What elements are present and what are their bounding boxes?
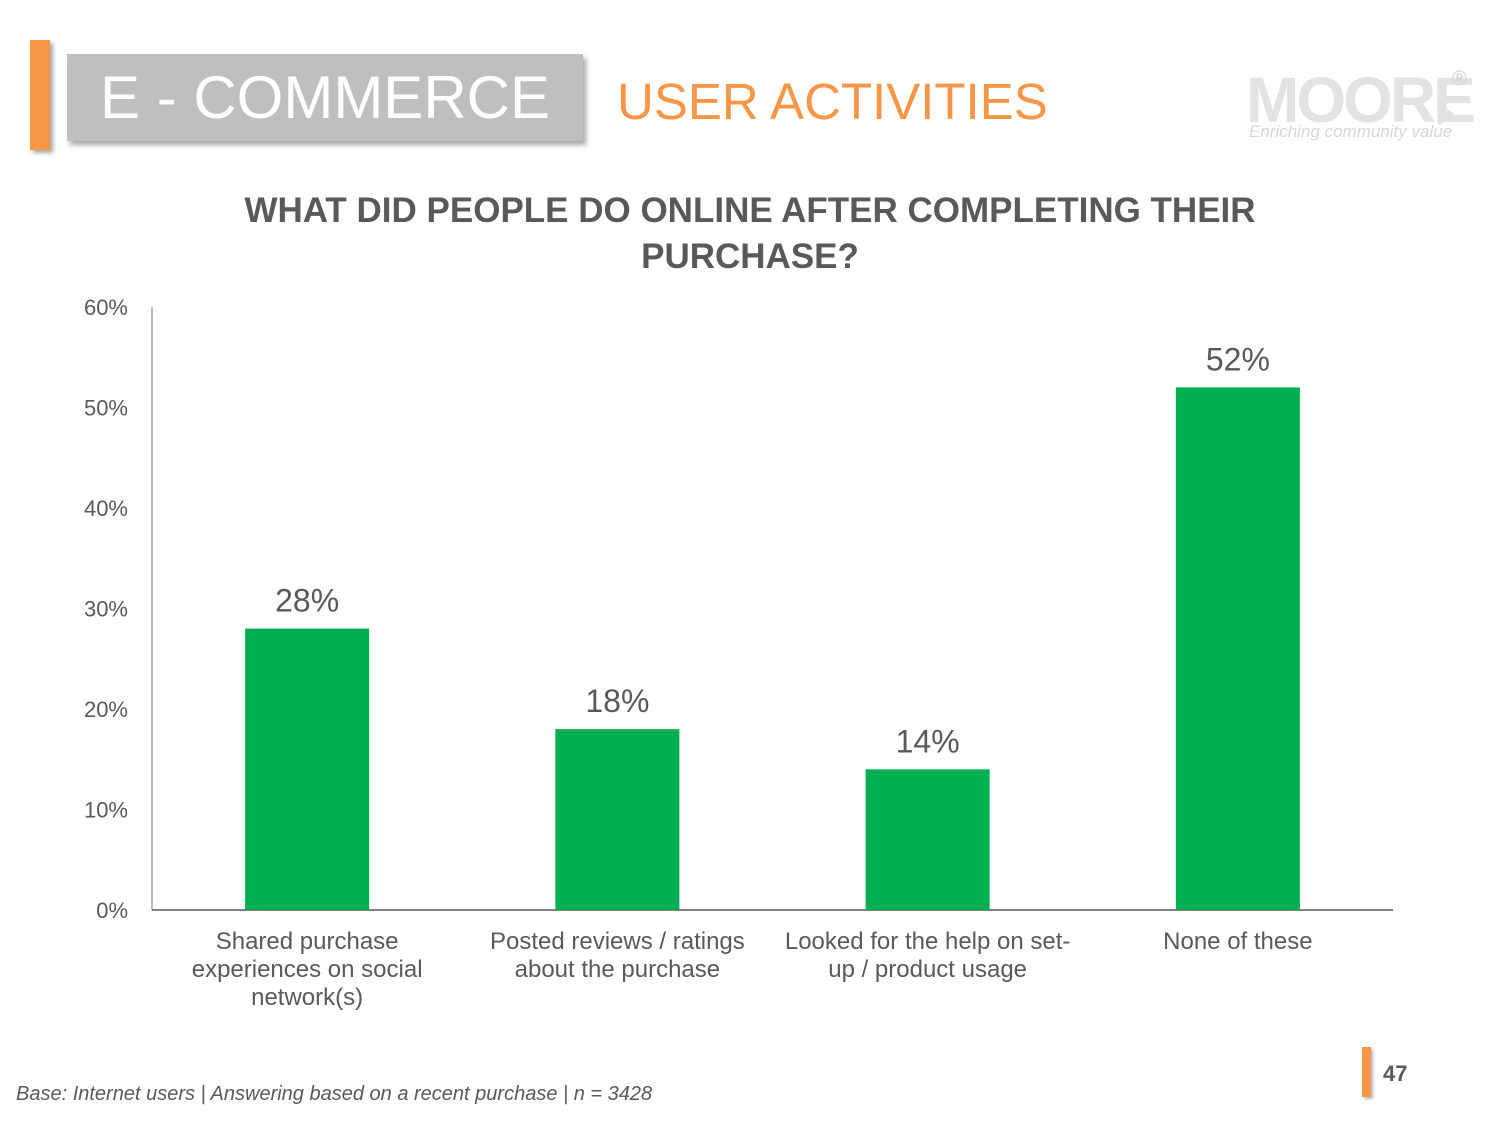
data-label: 14% bbox=[896, 723, 960, 759]
logo-arrow-icon bbox=[1438, 102, 1454, 126]
y-tick-label: 30% bbox=[84, 597, 128, 622]
y-tick-label: 0% bbox=[96, 898, 128, 923]
x-category-label-line: about the purchase bbox=[515, 956, 721, 983]
y-tick-label: 20% bbox=[84, 697, 128, 722]
x-category-label: Shared purchase experiences on social netw… bbox=[192, 928, 423, 1011]
data-label: 52% bbox=[1206, 341, 1270, 377]
moore-logo: MOORE ® Enriching community value bbox=[1246, 68, 1476, 148]
slide-subtitle: USER ACTIVITIES bbox=[617, 73, 1048, 130]
bar bbox=[245, 628, 370, 910]
data-label: 28% bbox=[275, 583, 339, 619]
x-category-label: Looked for the help on set-up / product … bbox=[785, 928, 1071, 983]
logo-tagline: Enriching community value bbox=[1249, 122, 1453, 141]
x-category-label-line: experiences on social bbox=[192, 956, 423, 983]
section-label: E - COMMERCE bbox=[67, 54, 583, 141]
page-number-accent bbox=[1362, 1047, 1371, 1097]
x-category-label-line: network(s) bbox=[251, 984, 363, 1011]
page-number: 47 bbox=[1383, 1061, 1408, 1086]
bar bbox=[1175, 387, 1300, 910]
y-tick-label: 50% bbox=[84, 396, 128, 421]
bar bbox=[555, 729, 680, 910]
data-label: 18% bbox=[585, 683, 649, 719]
base-footnote: Base: Internet users | Answering based o… bbox=[16, 1083, 653, 1105]
x-category-label-line: Looked for the help on set- bbox=[785, 928, 1071, 955]
chart-title: WHAT DID PEOPLE DO ONLINE AFTER COMPLETI… bbox=[244, 191, 1256, 276]
y-tick-label: 40% bbox=[84, 496, 128, 521]
registered-mark: ® bbox=[1452, 68, 1467, 90]
x-category-label-line: None of these bbox=[1163, 928, 1312, 955]
y-tick-label: 60% bbox=[84, 295, 128, 320]
x-category-label-line: Shared purchase bbox=[216, 928, 399, 955]
x-category-label-line: up / product usage bbox=[828, 956, 1027, 983]
x-category-label: Posted reviews / ratings about the purcha… bbox=[490, 928, 745, 983]
x-category-label-line: Posted reviews / ratings bbox=[490, 928, 745, 955]
header-accent-bar bbox=[30, 40, 50, 150]
bar bbox=[865, 769, 990, 910]
logo-wordmark: MOORE bbox=[1246, 64, 1476, 136]
y-tick-label: 10% bbox=[84, 798, 128, 823]
x-category-label: None of these bbox=[1163, 928, 1312, 955]
